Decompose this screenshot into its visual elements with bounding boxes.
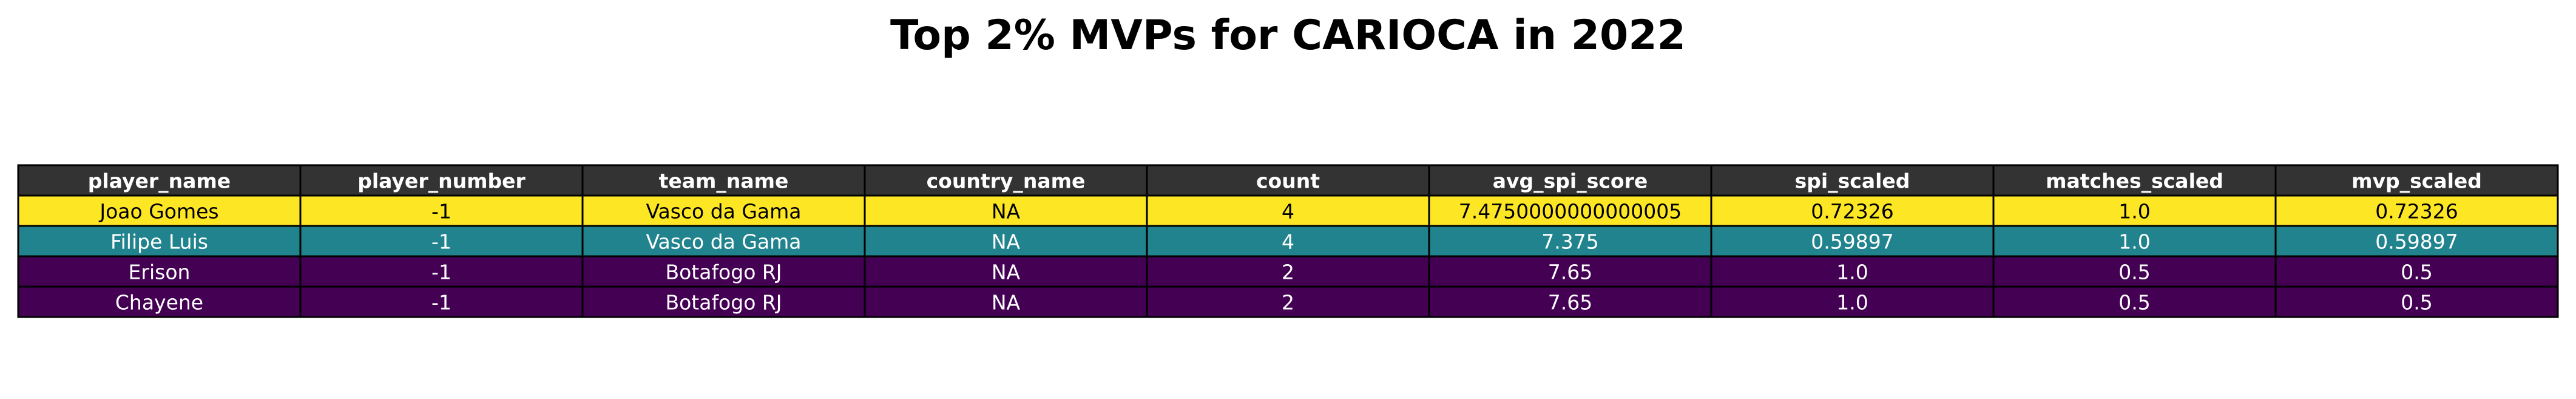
table-cell-r1-matches_scaled-bg <box>1992 194 2277 227</box>
table-cell-r2-count-bg <box>1146 225 1430 257</box>
table-cell-r1-team_name-text: Vasco da Gama <box>646 200 801 223</box>
table-cell-r1-country_name-bg <box>864 194 1148 227</box>
table-cell-r4-count-text: 2 <box>1282 291 1294 315</box>
table-cell-r3-team_name-bg <box>581 255 866 288</box>
table-cell-r3-matches_scaled-text: 0.5 <box>2118 261 2150 284</box>
table-cell-r1-team_name-bg <box>581 194 866 227</box>
header-cell-country_name-text: country_name <box>927 169 1086 193</box>
table-cell-r1-mvp_scaled-text: 0.72326 <box>2375 200 2458 223</box>
header-cell-mvp_scaled-bg <box>2274 164 2559 197</box>
table-cell-r1-country_name-text: NA <box>992 200 1021 223</box>
table-cell-r2-mvp_scaled-text: 0.59897 <box>2375 230 2458 254</box>
header-cell-avg_spi_score-text: avg_spi_score <box>1493 169 1648 193</box>
table-cell-r4-matches_scaled-bg <box>1992 285 2277 318</box>
table-cell-r2-team_name-bg <box>581 225 866 257</box>
table-cell-r2-player_name-text: Filipe Luis <box>110 230 208 254</box>
table-cell-r2-player_name-bg <box>17 225 302 257</box>
table-cell-r4-player_name-text: Chayene <box>115 291 203 315</box>
table-cell-r3-spi_scaled-text: 1.0 <box>1836 261 1868 284</box>
table-cell-r1-avg_spi_score-text: 7.4750000000000005 <box>1459 200 1682 223</box>
header-cell-player_number-text: player_number <box>357 169 526 193</box>
header-cell-spi_scaled-text: spi_scaled <box>1795 169 1910 193</box>
table-cell-r1-player_number-text: -1 <box>431 200 451 223</box>
table-cells <box>17 164 2559 318</box>
table-cell-r1-avg_spi_score-bg <box>1428 194 1712 227</box>
table-cell-r3-team_name-text: Botafogo RJ <box>665 261 782 284</box>
table-cell-r4-player_number-text: -1 <box>431 291 451 315</box>
table-cell-r2-country_name-text: NA <box>992 230 1021 254</box>
table-cell-r4-country_name-text: NA <box>992 291 1021 315</box>
table-cell-r4-mvp_scaled-text: 0.5 <box>2401 291 2432 315</box>
table-texts: player_name player_number team_name country… <box>88 169 2482 315</box>
header-cell-matches_scaled-text: matches_scaled <box>2046 169 2223 193</box>
table-cell-r1-mvp_scaled-bg <box>2274 194 2559 227</box>
table-cell-r3-avg_spi_score-text: 7.65 <box>1548 261 1592 284</box>
table-cell-r4-spi_scaled-bg <box>1710 285 1995 318</box>
header-cell-player_number-bg <box>299 164 584 197</box>
chart-title: Top 2% MVPs for CARIOCA in 2022 <box>890 12 1686 60</box>
table-cell-r3-player_number-text: -1 <box>431 261 451 284</box>
table-cell-r4-spi_scaled-text: 1.0 <box>1836 291 1868 315</box>
table-cell-r4-team_name-bg <box>581 285 866 318</box>
table-cell-r2-matches_scaled-bg <box>1992 225 2277 257</box>
table-cell-r1-spi_scaled-text: 0.72326 <box>1811 200 1893 223</box>
header-cell-player_name-text: player_name <box>88 169 231 193</box>
table-cell-r2-spi_scaled-text: 0.59897 <box>1811 230 1893 254</box>
table-cell-r3-country_name-text: NA <box>992 261 1021 284</box>
header-cell-matches_scaled-bg <box>1992 164 2277 197</box>
table-cell-r1-matches_scaled-text: 1.0 <box>2118 200 2150 223</box>
table-cell-r1-player_name-text: Joao Gomes <box>98 200 218 223</box>
table-cell-r4-team_name-text: Botafogo RJ <box>665 291 782 315</box>
table-cell-r4-avg_spi_score-text: 7.65 <box>1548 291 1592 315</box>
table-cell-r4-mvp_scaled-bg <box>2274 285 2559 318</box>
table-cell-r2-matches_scaled-text: 1.0 <box>2118 230 2150 254</box>
header-cell-count-text: count <box>1256 169 1320 193</box>
table-cell-r2-avg_spi_score-text: 7.375 <box>1541 230 1598 254</box>
table-cell-r2-avg_spi_score-bg <box>1428 225 1712 257</box>
table-cell-r1-count-text: 4 <box>1282 200 1294 223</box>
header-cell-team_name-text: team_name <box>659 169 789 193</box>
table-cell-r3-mvp_scaled-text: 0.5 <box>2401 261 2432 284</box>
table-cell-r3-count-text: 2 <box>1282 261 1294 284</box>
table-cell-r2-player_number-text: -1 <box>431 230 451 254</box>
table-cell-r1-player_name-bg <box>17 194 302 227</box>
table-cell-r3-player_name-text: Erison <box>129 261 191 284</box>
table-cell-r1-count-bg <box>1146 194 1430 227</box>
table-cell-r2-count-text: 4 <box>1282 230 1294 254</box>
table-cell-r4-count-bg <box>1146 285 1430 318</box>
header-cell-mvp_scaled-text: mvp_scaled <box>2351 169 2482 193</box>
table-cell-r2-mvp_scaled-bg <box>2274 225 2559 257</box>
header-cell-player_name-bg <box>17 164 302 197</box>
header-cell-team_name-bg <box>581 164 866 197</box>
table-cell-r1-spi_scaled-bg <box>1710 194 1995 227</box>
table-cell-r4-player_name-bg <box>17 285 302 318</box>
table-cell-r3-mvp_scaled-bg <box>2274 255 2559 288</box>
table-cell-r2-spi_scaled-bg <box>1710 225 1995 257</box>
table-cell-r2-team_name-text: Vasco da Gama <box>646 230 801 254</box>
table-cell-r4-matches_scaled-text: 0.5 <box>2118 291 2150 315</box>
